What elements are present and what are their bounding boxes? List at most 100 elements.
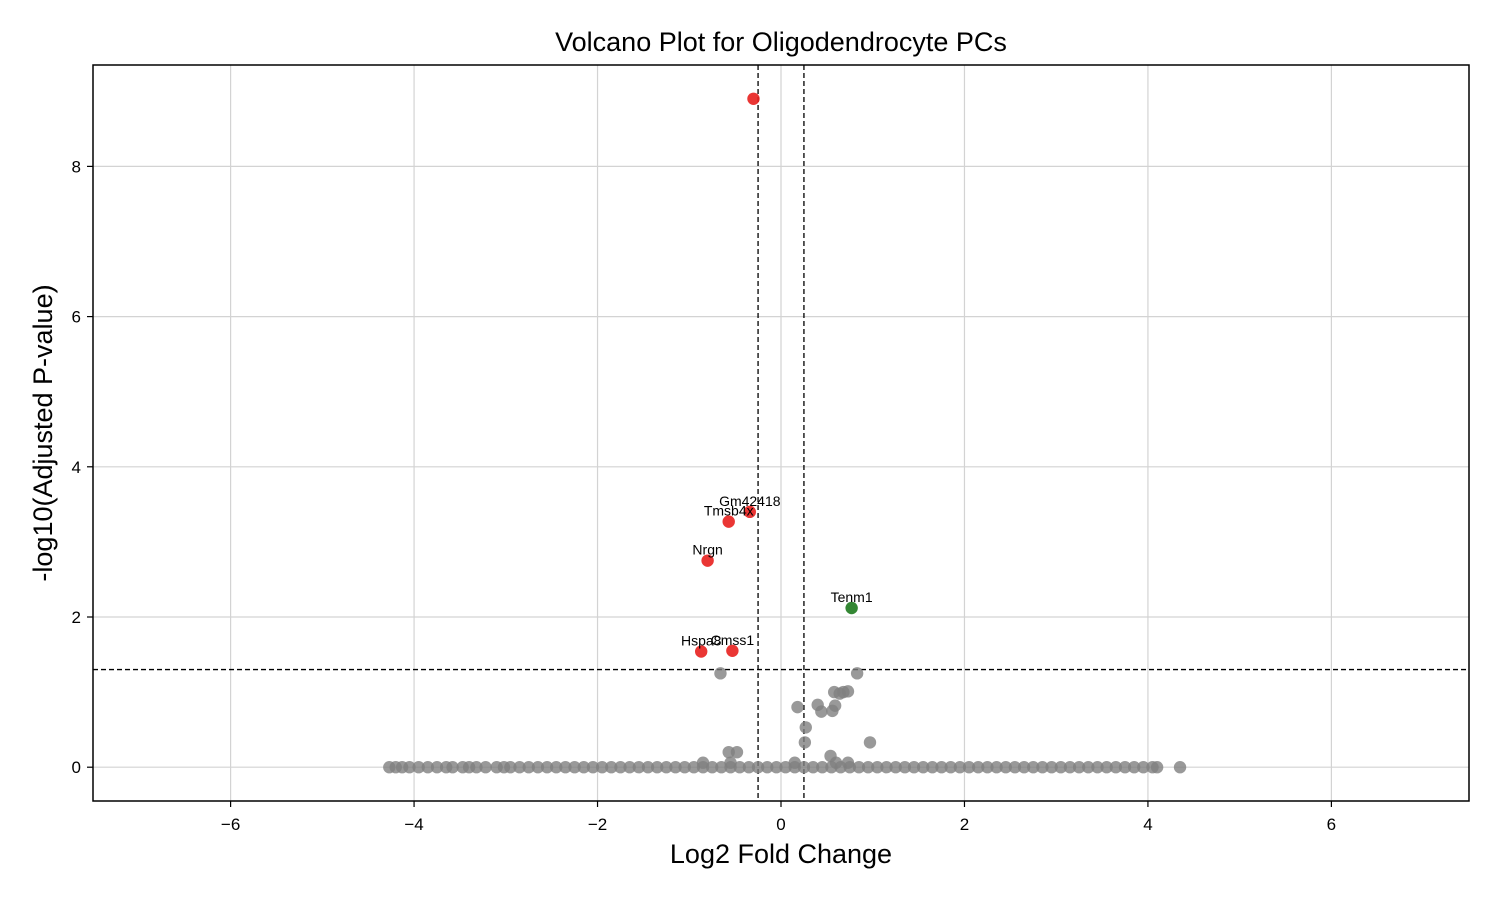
nonsignificant-gene-point: [852, 761, 866, 774]
y-tick-label: 2: [72, 608, 81, 627]
nonsignificant-gene-point: [999, 761, 1012, 774]
x-tick-label: 2: [960, 815, 969, 834]
nonsignificant-gene-point: [797, 761, 811, 774]
nonsignificant-gene-point: [696, 756, 710, 769]
x-tick-label: 0: [776, 815, 785, 834]
nonsignificant-gene-point: [577, 761, 590, 774]
nonsignificant-gene-point: [623, 761, 636, 774]
y-axis-title: -log10(Adjusted P-value): [28, 284, 58, 581]
gene-label: Hspa8: [681, 633, 722, 649]
nonsignificant-gene-point: [531, 761, 545, 774]
nonsignificant-gene-point: [880, 761, 893, 774]
y-tick-label: 8: [72, 157, 81, 176]
down-gene-point: [743, 505, 757, 519]
nonsignificant-gene-point: [421, 761, 435, 774]
gene-label: Cmss1: [711, 632, 755, 648]
nonsignificant-gene-point: [907, 761, 921, 774]
nonsignificant-gene-point: [1100, 761, 1113, 774]
nonsignificant-gene-point: [733, 761, 746, 774]
nonsignificant-gene-point: [430, 761, 444, 774]
nonsignificant-gene-point: [669, 761, 682, 774]
nonsignificant-gene-point: [1017, 761, 1031, 774]
nonsignificant-gene-point: [898, 761, 912, 774]
nonsignificant-gene-point: [788, 756, 801, 769]
nonsignificant-gene-point: [550, 761, 563, 774]
nonsignificant-gene-point: [863, 736, 877, 749]
y-tick-label: 4: [72, 458, 81, 477]
nonsignificant-gene-point: [715, 761, 728, 774]
nonsignificant-gene-point: [799, 721, 812, 734]
nonsignificant-gene-point: [650, 761, 664, 774]
nonsignificant-gene-point: [1109, 761, 1123, 774]
nonsignificant-gene-point: [944, 761, 957, 774]
chart-title: Volcano Plot for Oligodendrocyte PCs: [555, 27, 1007, 57]
y-tick-label: 6: [72, 308, 81, 327]
nonsignificant-gene-point: [632, 761, 646, 774]
nonsignificant-gene-point: [916, 761, 930, 774]
nonsignificant-gene-point: [1054, 761, 1067, 774]
grid-lines: [93, 65, 1469, 801]
nonsignificant-gene-point: [798, 736, 812, 749]
nonsignificant-gene-point: [513, 761, 526, 774]
x-tick-label: 4: [1143, 815, 1152, 834]
nonsignificant-gene-point: [504, 761, 517, 774]
nonsignificant-gene-point: [678, 761, 691, 774]
nonsignificant-gene-point: [641, 761, 655, 774]
data-points: [383, 92, 1187, 774]
y-tick-label: 0: [72, 758, 81, 777]
x-axis-title: Log2 Fold Change: [670, 839, 892, 869]
x-axis-ticks: −6 −4 −2 0 2 4 6: [221, 801, 1336, 834]
nonsignificant-gene-point: [742, 761, 756, 774]
nonsignificant-gene-point: [972, 761, 985, 774]
nonsignificant-gene-point: [1118, 761, 1132, 774]
nonsignificant-gene-point: [412, 761, 425, 774]
nonsignificant-gene-point: [724, 756, 737, 769]
nonsignificant-gene-point: [559, 761, 572, 774]
nonsignificant-gene-point: [861, 761, 875, 774]
nonsignificant-gene-point: [751, 761, 765, 774]
nonsignificant-gene-point: [962, 761, 976, 774]
nonsignificant-gene-point: [1072, 761, 1086, 774]
nonsignificant-gene-point: [605, 761, 618, 774]
nonsignificant-gene-point: [850, 667, 864, 680]
nonsignificant-gene-point: [714, 667, 727, 680]
nonsignificant-gene-point: [479, 761, 492, 774]
nonsignificant-gene-point: [687, 761, 701, 774]
up-gene-point: [845, 601, 858, 615]
nonsignificant-gene-point: [1027, 761, 1040, 774]
nonsignificant-gene-point: [815, 705, 828, 718]
gene-label: Gm42418: [719, 493, 781, 509]
nonsignificant-gene-point: [981, 761, 994, 774]
x-tick-label: −6: [221, 815, 240, 834]
gene-label: Tmsb4x: [704, 503, 754, 519]
nonsignificant-gene-point: [770, 761, 783, 774]
down-gene-point: [701, 554, 714, 567]
nonsignificant-gene-point: [1150, 761, 1164, 774]
down-gene-point: [726, 644, 739, 657]
threshold-lines: [93, 65, 1469, 801]
nonsignificant-gene-point: [806, 761, 820, 774]
nonsignificant-gene-point: [706, 761, 719, 774]
nonsignificant-gene-point: [990, 761, 1003, 774]
nonsignificant-gene-point: [1173, 761, 1187, 774]
nonsignificant-gene-point: [1063, 761, 1077, 774]
nonsignificant-gene-point: [935, 761, 948, 774]
nonsignificant-gene-point: [926, 761, 939, 774]
nonsignificant-gene-point: [761, 761, 774, 774]
nonsignificant-gene-point: [586, 761, 600, 774]
nonsignificant-gene-point: [829, 756, 843, 769]
down-gene-point: [722, 515, 735, 528]
nonsignificant-gene-point: [614, 761, 627, 774]
x-tick-label: −4: [404, 815, 423, 834]
nonsignificant-gene-point: [1137, 761, 1150, 774]
x-tick-label: 6: [1327, 815, 1336, 834]
nonsignificant-gene-point: [1127, 761, 1141, 774]
nonsignificant-gene-point: [791, 700, 804, 714]
nonsignificant-gene-point: [540, 761, 554, 774]
y-axis-ticks: 0 2 4 6 8: [72, 157, 93, 777]
nonsignificant-gene-point: [1045, 761, 1058, 774]
nonsignificant-gene-point: [837, 685, 850, 699]
nonsignificant-gene-point: [953, 761, 967, 774]
